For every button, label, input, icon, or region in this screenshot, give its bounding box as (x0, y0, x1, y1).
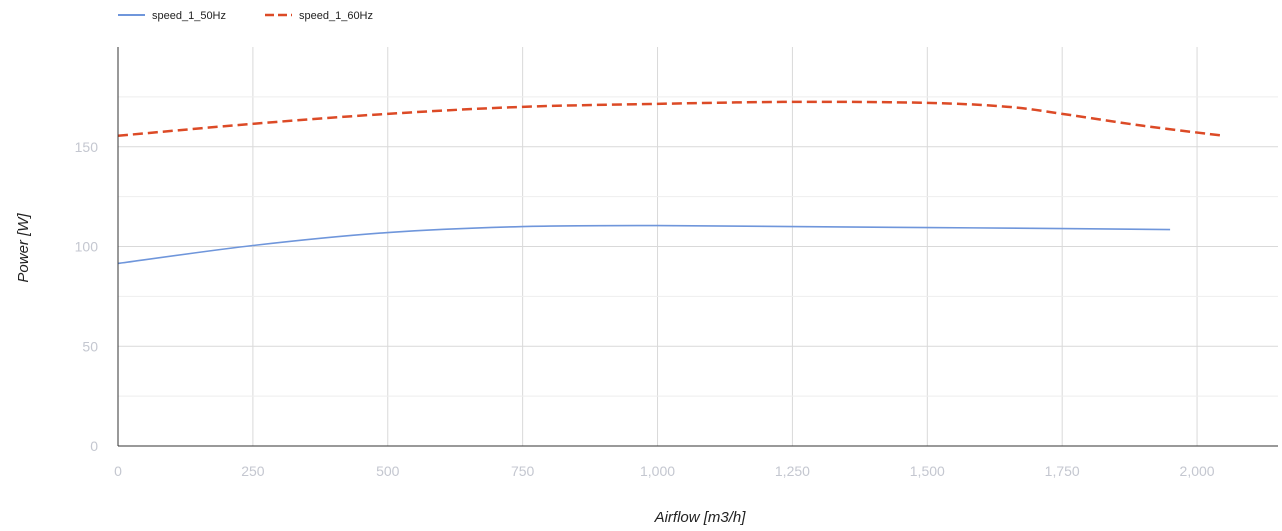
axes (117, 47, 1278, 447)
y-tick-label: 150 (75, 139, 99, 155)
x-tick-label: 2,000 (1180, 463, 1215, 479)
grid-lines (118, 47, 1278, 446)
legend: speed_1_50Hz speed_1_60Hz (118, 10, 373, 22)
series-line-speed-1-50hz (117, 224, 1171, 265)
x-tick-label: 1,500 (910, 463, 945, 479)
x-axis-title: Airflow [m3/h] (654, 509, 747, 526)
x-tick-label: 1,000 (640, 463, 675, 479)
legend-label-speed-1-50hz: speed_1_50Hz (152, 10, 226, 22)
x-tick-label: 250 (241, 463, 265, 479)
x-tick-label: 750 (511, 463, 535, 479)
legend-label-speed-1-60hz: speed_1_60Hz (299, 10, 373, 22)
legend-item-speed-1-60hz[interactable]: speed_1_60Hz (265, 10, 373, 22)
y-tick-label: 100 (75, 239, 99, 255)
x-tick-labels: 0 250 500 750 1,000 1,250 1,500 1,750 2,000 (114, 463, 1215, 479)
y-tick-labels: 0 50 100 150 (75, 139, 99, 454)
y-axis-title: Power [W] (15, 213, 32, 283)
x-tick-label: 1,750 (1045, 463, 1080, 479)
x-tick-label: 1,250 (775, 463, 810, 479)
y-tick-label: 0 (90, 438, 98, 454)
x-tick-label: 0 (114, 463, 122, 479)
x-tick-label: 500 (376, 463, 400, 479)
y-tick-label: 50 (82, 338, 98, 354)
series-line-speed-1-60hz (117, 100, 1225, 138)
legend-item-speed-1-50hz[interactable]: speed_1_50Hz (118, 10, 226, 22)
series-lines (117, 100, 1225, 265)
